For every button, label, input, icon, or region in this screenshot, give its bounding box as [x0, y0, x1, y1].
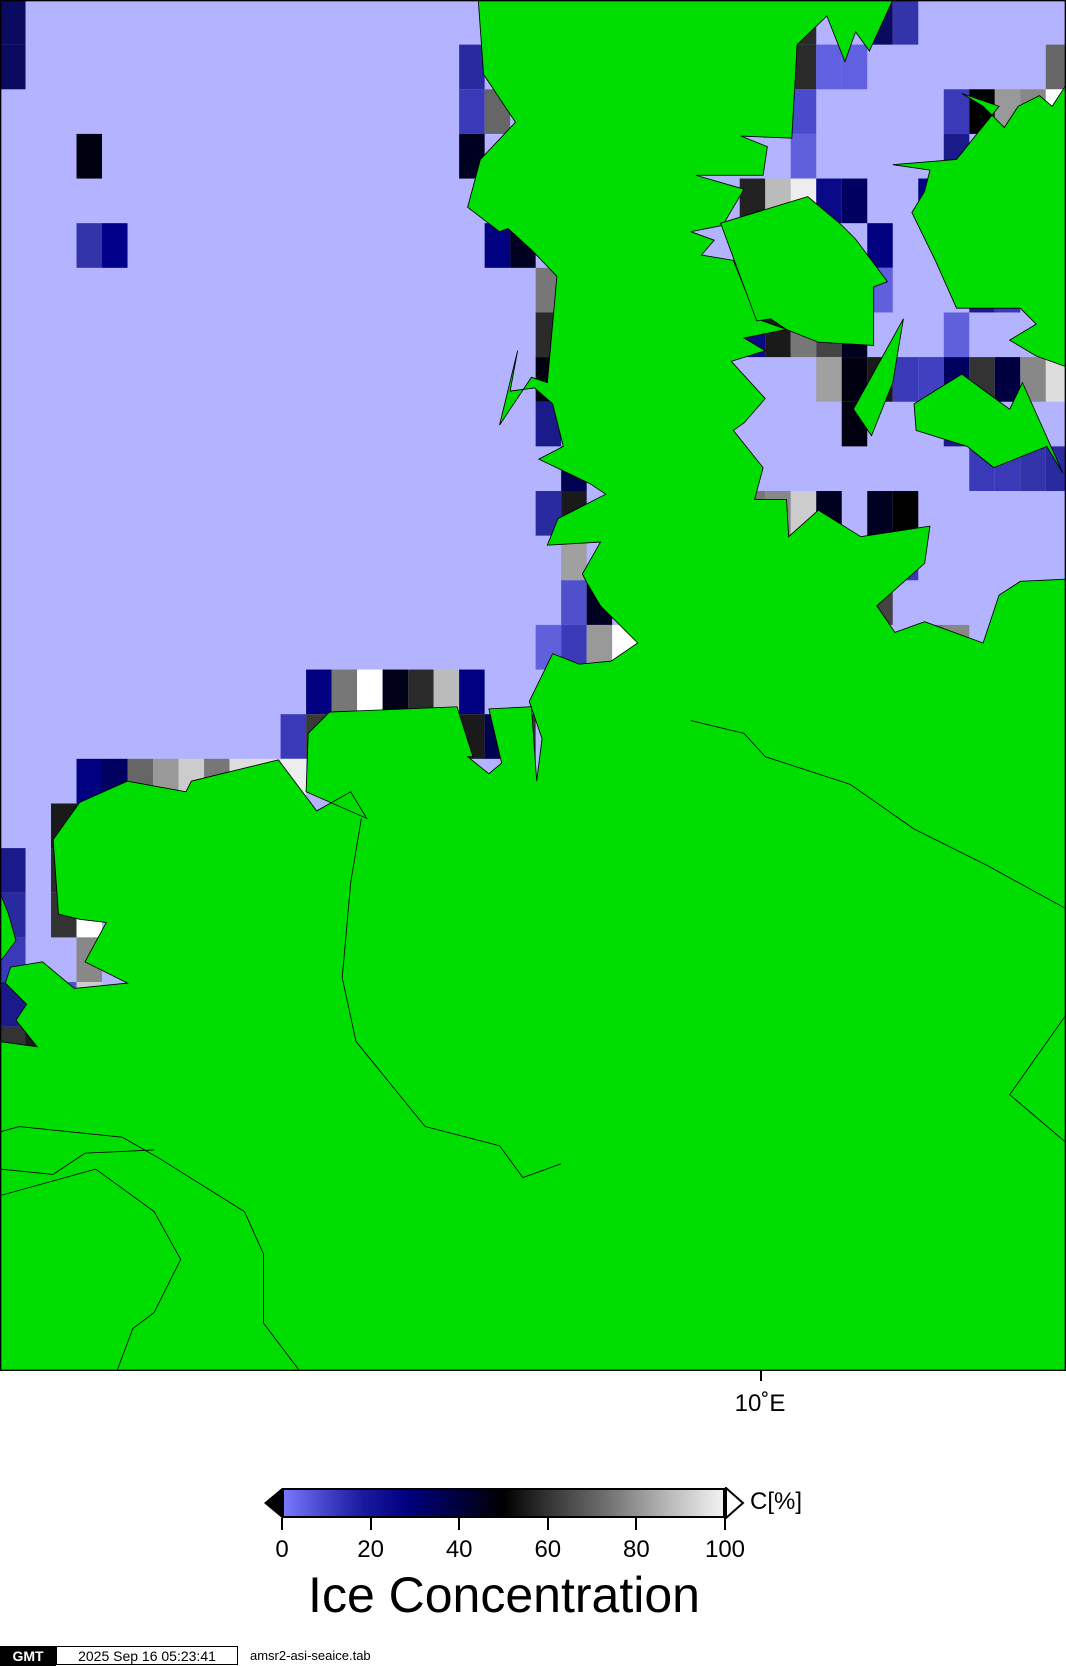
ice-cell: [943, 89, 970, 134]
land-west-fragment: [0, 892, 17, 963]
ice-cell: [994, 357, 1021, 402]
ice-cell: [459, 669, 485, 715]
colorbar-tick: [458, 1518, 461, 1530]
colorbar-tick-label: 60: [534, 1536, 562, 1563]
ice-cell: [382, 669, 409, 715]
ice-cell: [484, 223, 511, 268]
ice-cell: [76, 223, 103, 268]
border-line: [0, 1126, 301, 1371]
ice-cell: [459, 44, 485, 90]
ice-cell: [892, 357, 919, 402]
land-island-east: [720, 196, 889, 346]
ice-cell: [1045, 44, 1066, 90]
colorbar-tick: [724, 1518, 726, 1530]
border-line: [0, 1168, 182, 1371]
filename-label: amsr2-asi-seaice.tab: [250, 1648, 371, 1663]
ice-cell: [102, 223, 128, 268]
ice-cell: [331, 669, 358, 715]
ice-cell: [76, 133, 103, 179]
land-island-northeast: [892, 84, 1066, 368]
colorbar-tick: [546, 1518, 549, 1530]
ice-cell: [867, 491, 893, 536]
land-island-sliver: [852, 318, 904, 437]
ice-cell: [357, 669, 383, 715]
timestamp: 2025 Sep 16 05:23:41: [56, 1646, 238, 1665]
ice-cell: [816, 357, 842, 402]
colorbar-tick: [635, 1518, 638, 1530]
colorbar-tick-label: 100: [704, 1536, 746, 1563]
border-line: [0, 1149, 155, 1175]
ice-cell: [0, 848, 26, 893]
colorbar-title: Ice Concentration: [308, 1567, 700, 1623]
land-island-southeast: [913, 373, 1064, 474]
gmt-logo: GMT: [0, 1646, 56, 1666]
borders: [0, 720, 1066, 1371]
colorbar-tick-label: 40: [445, 1536, 473, 1563]
colorbar-tick: [369, 1518, 372, 1530]
colorbar-tick: [281, 1518, 283, 1530]
ice-cell: [943, 312, 970, 358]
colorbar-tick-label: 80: [623, 1536, 650, 1563]
ice-cell: [790, 89, 817, 134]
lon-tick: [760, 1371, 762, 1381]
colorbar-tick-label: 20: [357, 1536, 384, 1563]
map-frame: [0, 0, 1066, 1371]
ice-cell: [790, 133, 817, 179]
ice-cell: [0, 0, 26, 45]
ice-cell: [561, 580, 587, 625]
ice-cell: [0, 44, 26, 90]
ice-cell: [408, 669, 434, 715]
ice-cell: [816, 44, 842, 90]
colorbar-tick-label: 0: [275, 1536, 289, 1563]
land-layer: [0, 0, 1066, 1371]
colorbar-above-range-triangle: [725, 1487, 745, 1519]
ice-cell: [892, 0, 919, 45]
colorbar: [282, 1488, 725, 1518]
border-line: [341, 818, 562, 1179]
ice-cell: [1045, 357, 1066, 402]
ice-cell: [306, 669, 332, 715]
ice-cell: [841, 178, 868, 224]
border-line: [1009, 1014, 1066, 1143]
ice-cell: [459, 89, 485, 134]
colorbar-below-range-triangle: [264, 1488, 282, 1518]
colorbar-unit: C[%]: [750, 1488, 803, 1515]
ice-cell: [1045, 446, 1066, 492]
ice-cell: [280, 714, 307, 759]
lon-label: 10˚E: [734, 1390, 786, 1417]
ice-concentration-map: [0, 0, 1066, 1371]
border-line: [690, 720, 1066, 910]
